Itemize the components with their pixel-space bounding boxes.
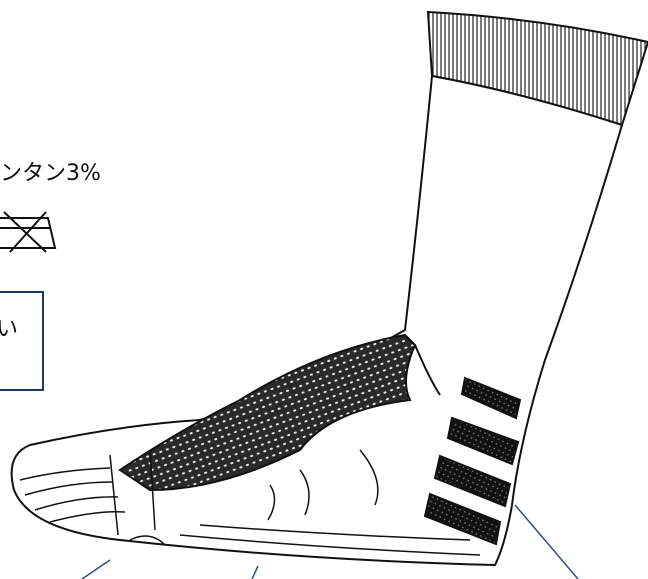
sock: [12, 12, 648, 565]
sock-drawing: ンタン3% い: [0, 0, 648, 579]
note-text: い: [0, 317, 18, 342]
page: {"texts": {"material": "ンタン3%", "note": …: [0, 0, 648, 579]
care-icon: [0, 212, 55, 252]
material-text: ンタン3%: [0, 161, 101, 186]
